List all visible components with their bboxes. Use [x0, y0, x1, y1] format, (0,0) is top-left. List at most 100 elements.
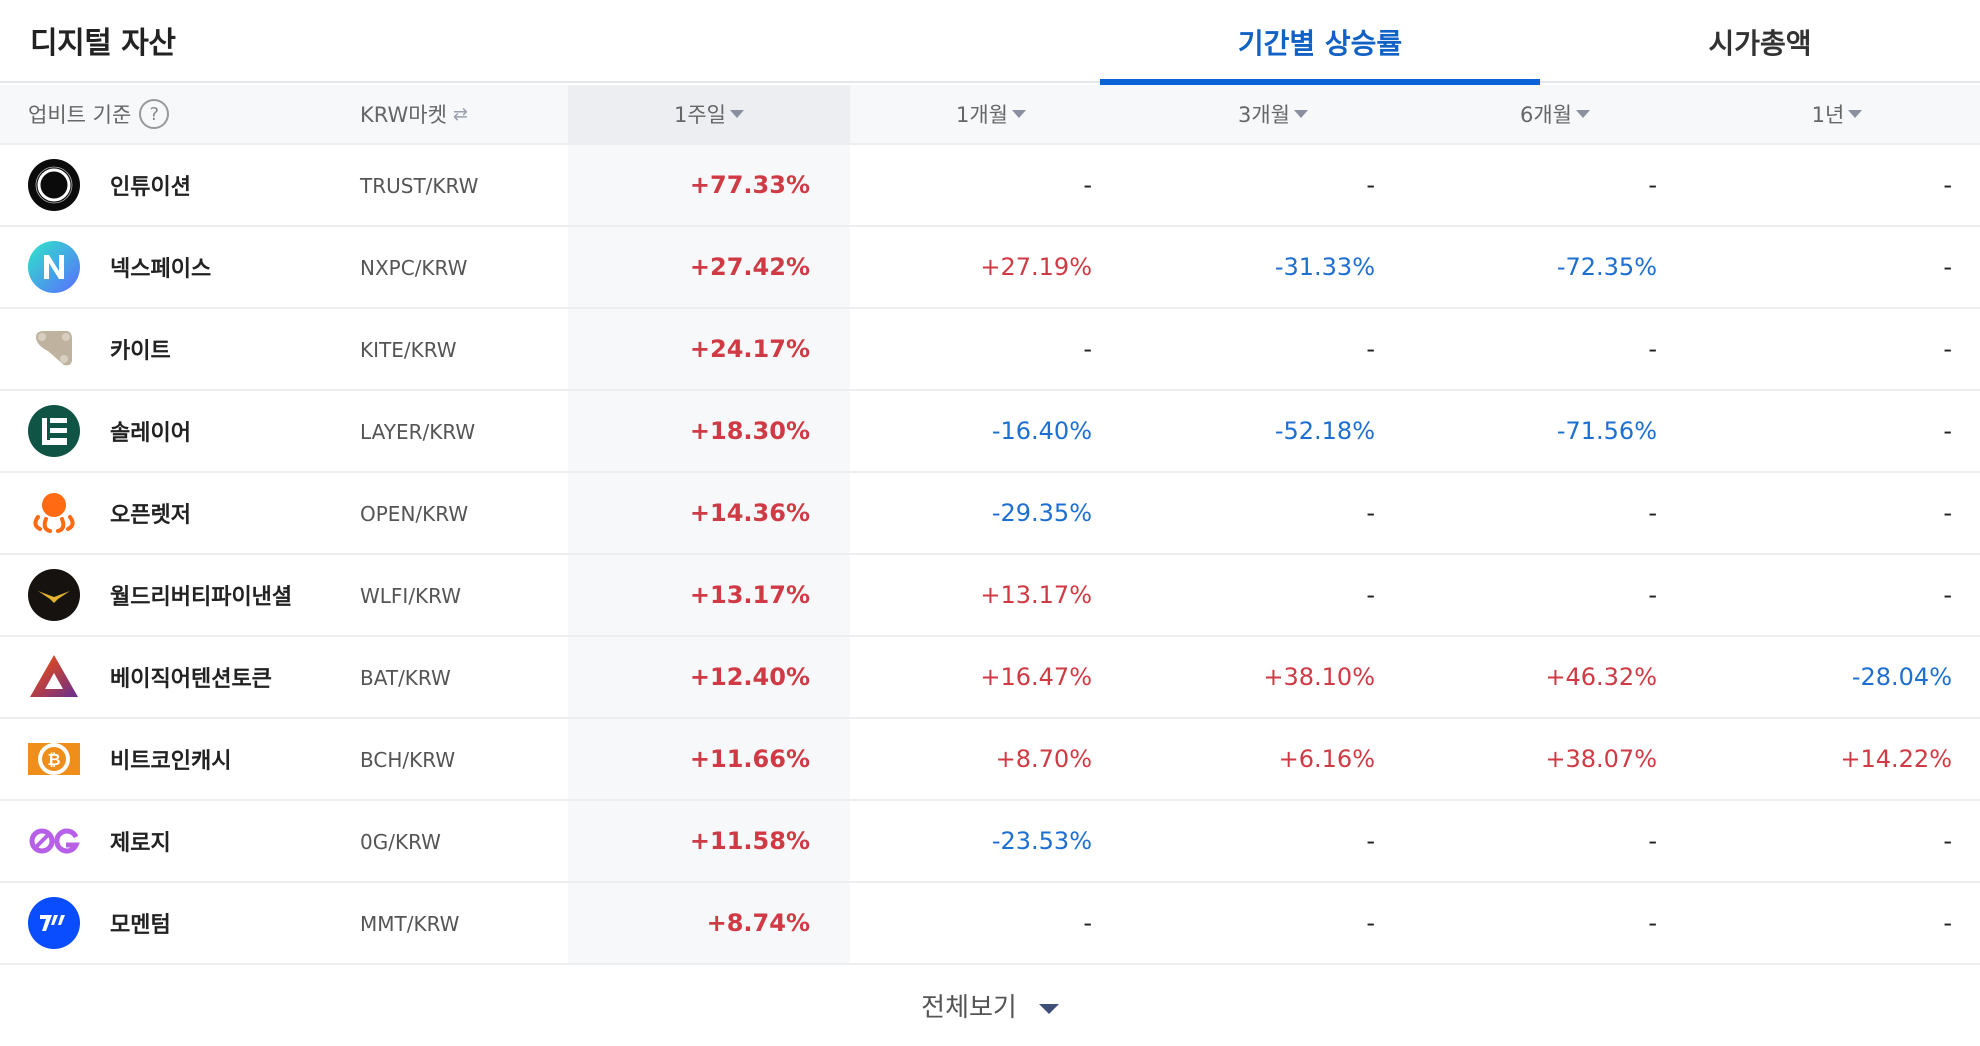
coin-name[interactable]: 제로지 — [110, 831, 171, 856]
tab-market-cap[interactable]: 시가총액 — [1540, 0, 1980, 83]
return-1month: - — [1083, 909, 1092, 937]
market-toggle[interactable]: KRW마켓 ⇄ — [360, 85, 468, 143]
coin-name[interactable]: 넥스페이스 — [110, 257, 212, 282]
sorted-column-bg — [568, 145, 850, 225]
return-3month: - — [1366, 171, 1375, 199]
return-6month: - — [1648, 827, 1657, 855]
column-label: 1개월 — [955, 103, 1008, 127]
asset-row[interactable]: 오픈렛저 OPEN/KRW +14.36% -29.35% - - - — [0, 473, 1980, 555]
return-1month: -16.40% — [991, 417, 1092, 445]
return-6month: -71.56% — [1556, 417, 1657, 445]
asset-row[interactable]: 카이트 KITE/KRW +24.17% - - - - — [0, 309, 1980, 391]
page-title: 디지털 자산 — [30, 26, 176, 61]
tab-period-return[interactable]: 기간별 상승률 — [1100, 0, 1540, 85]
return-1week: +14.36% — [689, 499, 810, 527]
return-3month: +6.16% — [1278, 745, 1375, 773]
return-3month: -31.33% — [1274, 253, 1375, 281]
wlfi-coin-icon — [28, 569, 80, 621]
return-3month: - — [1366, 499, 1375, 527]
coin-market-pair: NXPC/KRW — [360, 256, 468, 280]
coin-market-pair: OPEN/KRW — [360, 502, 469, 526]
svg-text:₿: ₿ — [47, 750, 60, 769]
return-3month: -52.18% — [1274, 417, 1375, 445]
coin-market-pair: WLFI/KRW — [360, 584, 462, 608]
asset-row[interactable]: 인튜이션 TRUST/KRW +77.33% - - - - — [0, 145, 1980, 227]
return-1month: - — [1083, 335, 1092, 363]
coin-name[interactable]: 베이직어텐션토큰 — [110, 667, 272, 692]
sort-1year[interactable]: 1년 — [1696, 85, 1978, 143]
return-6month: - — [1648, 171, 1657, 199]
coin-name[interactable]: 오픈렛저 — [110, 503, 191, 528]
tab-label: 시가총액 — [1708, 26, 1812, 60]
basis-header: 업비트 기준 ? — [28, 85, 170, 143]
return-6month: +38.07% — [1545, 745, 1657, 773]
return-1year: - — [1943, 909, 1952, 937]
asset-row[interactable]: 솔레이어 LAYER/KRW +18.30% -16.40% -52.18% -71.56… — [0, 391, 1980, 473]
asset-row[interactable]: 넥스페이스 NXPC/KRW +27.42% +27.19% -31.33% -72.35… — [0, 227, 1980, 309]
solayer-coin-icon — [28, 405, 80, 457]
return-1year: - — [1943, 581, 1952, 609]
coin-market-pair: BCH/KRW — [360, 748, 456, 772]
sort-6month[interactable]: 6개월 — [1414, 85, 1696, 143]
return-1year: - — [1943, 253, 1952, 281]
sorted-column-bg — [568, 309, 850, 389]
asset-row[interactable]: 베이직어텐션토큰 BAT/KRW +12.40% +16.47% +38.10% +46.… — [0, 637, 1980, 719]
return-1week: +11.66% — [689, 745, 810, 773]
coin-name[interactable]: 월드리버티파이낸셜 — [110, 585, 293, 610]
coin-market-pair: KITE/KRW — [360, 338, 457, 362]
coin-market-pair: TRUST/KRW — [360, 174, 479, 198]
nexpace-coin-icon — [28, 241, 80, 293]
asset-row[interactable]: 제로지 0G/KRW +11.58% -23.53% - - - — [0, 801, 1980, 883]
sort-3month[interactable]: 3개월 — [1132, 85, 1414, 143]
return-1month: +13.17% — [980, 581, 1092, 609]
return-3month: +38.10% — [1263, 663, 1375, 691]
return-1month: +8.70% — [995, 745, 1092, 773]
sorted-column-bg — [568, 883, 850, 963]
return-1week: +18.30% — [689, 417, 810, 445]
asset-row[interactable]: 월드리버티파이낸셜 WLFI/KRW +13.17% +13.17% - - - — [0, 555, 1980, 637]
sort-1month[interactable]: 1개월 — [850, 85, 1132, 143]
return-3month: - — [1366, 581, 1375, 609]
return-6month: - — [1648, 581, 1657, 609]
coin-name[interactable]: 비트코인캐시 — [110, 749, 232, 774]
coin-name[interactable]: 카이트 — [110, 339, 171, 364]
return-1year: - — [1943, 335, 1952, 363]
coin-market-pair: LAYER/KRW — [360, 420, 476, 444]
sorted-column-bg — [568, 473, 850, 553]
return-1year: - — [1943, 827, 1952, 855]
openledger-coin-icon — [28, 487, 80, 539]
return-1month: +16.47% — [980, 663, 1092, 691]
return-1year: -28.04% — [1851, 663, 1952, 691]
return-1month: +27.19% — [980, 253, 1092, 281]
kite-coin-icon — [28, 323, 80, 375]
table-header: 업비트 기준 ? KRW마켓 ⇄ 1주일 1개월 3개월 6개월 1년 — [0, 85, 1980, 145]
caret-down-icon — [1576, 110, 1590, 118]
return-3month: - — [1366, 909, 1375, 937]
tab-label: 기간별 상승률 — [1237, 26, 1403, 60]
market-label: KRW마켓 — [360, 103, 447, 127]
return-1week: +27.42% — [689, 253, 810, 281]
momentum-coin-icon — [28, 897, 80, 949]
return-6month: - — [1648, 499, 1657, 527]
column-label: 1년 — [1811, 103, 1845, 127]
caret-down-icon — [1038, 1003, 1059, 1014]
coin-name[interactable]: 인튜이션 — [110, 175, 191, 200]
return-1week: +8.74% — [706, 909, 810, 937]
sorted-column-bg — [568, 555, 850, 635]
return-1year: +14.22% — [1840, 745, 1952, 773]
view-all-label: 전체보기 — [921, 993, 1017, 1023]
bat-coin-icon — [28, 651, 80, 703]
column-label: 3개월 — [1237, 103, 1290, 127]
coin-name[interactable]: 솔레이어 — [110, 421, 191, 446]
bch-coin-icon: ₿ — [28, 733, 80, 785]
asset-row[interactable]: 모멘텀 MMT/KRW +8.74% - - - - — [0, 883, 1980, 965]
view-all-button[interactable]: 전체보기 — [921, 987, 1059, 1024]
sorted-column-bg — [568, 801, 850, 881]
asset-row[interactable]: ₿ 비트코인캐시 BCH/KRW +11.66% +8.70% +6.16% +38.07%… — [0, 719, 1980, 801]
coin-name[interactable]: 모멘텀 — [110, 913, 171, 938]
caret-down-icon — [1848, 110, 1863, 118]
sort-1week[interactable]: 1주일 — [568, 85, 850, 143]
return-6month: -72.35% — [1556, 253, 1657, 281]
return-1year: - — [1943, 499, 1952, 527]
help-icon[interactable]: ? — [139, 99, 170, 129]
